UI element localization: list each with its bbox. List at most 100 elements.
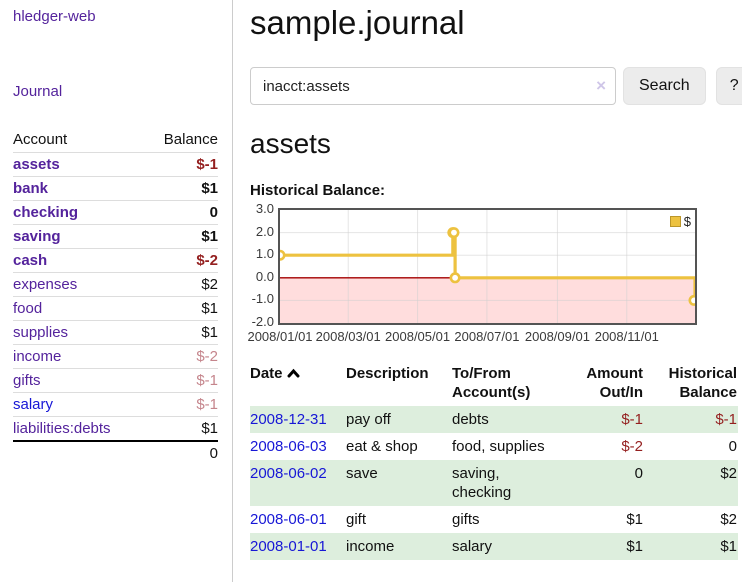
transaction-description: gift	[346, 511, 367, 528]
transaction-amount: $-2	[621, 438, 643, 455]
x-axis-tick-label: 2008/05/01	[385, 329, 451, 344]
accounts-header-balance: Balance	[144, 128, 218, 153]
account-row: cash $-2	[13, 248, 218, 273]
account-balance: $1	[144, 296, 218, 321]
search-form: × Search ?	[250, 67, 742, 105]
account-link-gifts[interactable]: gifts	[13, 372, 41, 389]
transaction-amount: 0	[634, 465, 643, 482]
chart-label: Historical Balance:	[250, 182, 386, 199]
register-table: Date Description To/From Account(s) Amou…	[250, 362, 738, 560]
search-input[interactable]	[250, 67, 616, 105]
account-row: assets $-1	[13, 153, 218, 177]
page-title: sample.journal	[250, 4, 465, 41]
transaction-description: eat & shop	[346, 438, 418, 455]
account-balance: $-2	[144, 344, 218, 369]
register-header-date[interactable]: Date	[250, 362, 346, 406]
accounts-total-value: 0	[144, 440, 218, 465]
account-balance: $-2	[144, 248, 218, 273]
register-header-accounts[interactable]: To/From Account(s)	[452, 365, 531, 401]
y-axis-tick-label: 2.0	[255, 223, 274, 239]
y-axis-tick-label: -1.0	[251, 291, 274, 307]
x-axis-tick-label: 2008/09/01	[524, 329, 590, 344]
x-axis-tick-label: 2008/11/01	[594, 329, 659, 344]
account-link-bank[interactable]: bank	[13, 180, 49, 197]
transaction-accounts: salary	[452, 538, 493, 555]
transaction-date-link[interactable]: 2008-01-01	[250, 538, 327, 555]
accounts-table: Account Balance assets $-1 bank $1 checking 0…	[13, 128, 218, 465]
transaction-amount: $-1	[621, 411, 643, 428]
y-axis-tick-label: 1.0	[255, 246, 274, 262]
register-header-description[interactable]: Description	[346, 365, 429, 382]
transaction-date-link[interactable]: 2008-06-02	[250, 465, 327, 482]
app-title-link[interactable]: hledger-web	[13, 8, 96, 25]
register-header-amount[interactable]: Amount Out/In	[586, 365, 643, 401]
account-row: supplies $1	[13, 320, 218, 345]
account-row: salary $-1	[13, 392, 218, 417]
account-balance: $1	[144, 320, 218, 345]
register-row: 2008-06-02 save saving, checking 0 $2	[250, 460, 738, 506]
account-link-income[interactable]: income	[13, 348, 62, 365]
x-axis-tick-label: 2008/07/01	[454, 329, 520, 344]
account-link-salary[interactable]: salary	[13, 396, 54, 413]
accounts-table-body: assets $-1 bank $1 checking 0 saving $1 cash $-2 e…	[13, 153, 218, 465]
transaction-balance: $1	[720, 538, 737, 555]
chevron-up-icon	[287, 365, 300, 384]
account-row: bank $1	[13, 176, 218, 201]
transaction-description: save	[346, 465, 378, 482]
sidebar: hledger-web Journal Account Balance asse…	[0, 0, 233, 582]
account-balance: $-1	[196, 156, 218, 173]
transaction-date-link[interactable]: 2008-06-03	[250, 438, 327, 455]
transaction-date-link[interactable]: 2008-12-31	[250, 411, 327, 428]
transaction-description: pay off	[346, 411, 391, 428]
transaction-date-link[interactable]: 2008-06-01	[250, 511, 327, 528]
register-row: 2008-06-01 gift gifts $1 $2	[250, 506, 738, 533]
search-button[interactable]: Search	[623, 67, 706, 105]
sidebar-item-journal[interactable]: Journal	[13, 83, 63, 100]
account-heading: assets	[250, 128, 331, 159]
account-row: saving $1	[13, 224, 218, 249]
transaction-accounts: saving, checking	[452, 465, 512, 501]
main-content: sample.journal × Search ? assets Histori…	[247, 0, 742, 560]
y-axis-tick-label: 0.0	[255, 268, 274, 284]
y-axis-tick-label: 3.0	[255, 201, 274, 216]
account-link-food[interactable]: food	[13, 300, 43, 317]
account-link-liabilities-debts[interactable]: liabilities:debts	[13, 420, 111, 437]
account-link-checking[interactable]: checking	[13, 204, 79, 221]
account-link-supplies[interactable]: supplies	[13, 324, 69, 341]
account-balance: $-1	[144, 392, 218, 417]
account-balance: $1	[144, 224, 218, 249]
balance-chart: 3.0 2.0 1.0 0.0 -1.0 -2.0 $ 2008/01/01 2008/03…	[247, 201, 742, 346]
account-row: income $-2	[13, 344, 218, 369]
account-row: food $1	[13, 296, 218, 321]
account-row: checking 0	[13, 200, 218, 225]
account-link-expenses[interactable]: expenses	[13, 276, 78, 293]
register-header-balance[interactable]: Historical Balance	[668, 365, 737, 401]
chart-plot-area: $	[278, 208, 697, 325]
x-axis-tick-label: 2008/03/01	[315, 329, 381, 344]
help-button[interactable]: ?	[715, 67, 742, 105]
account-balance: $1	[144, 176, 218, 201]
account-balance: $2	[144, 272, 218, 297]
accounts-total-row: 0	[13, 440, 218, 465]
account-link-assets[interactable]: assets	[13, 156, 60, 173]
transaction-balance: $-1	[715, 411, 737, 428]
register-table-body: 2008-12-31 pay off debts $-1 $-1 2008-06-03 ea…	[250, 406, 738, 560]
account-row: liabilities:debts $1	[13, 416, 218, 441]
register-row: 2008-01-01 income salary $1 $1	[250, 533, 738, 560]
transaction-description: income	[346, 538, 395, 555]
transaction-accounts: food, supplies	[452, 438, 545, 455]
account-balance: $1	[144, 416, 218, 441]
x-axis-tick-label: 2008/01/01	[247, 329, 313, 344]
account-row: expenses $2	[13, 272, 218, 297]
accounts-header-account: Account	[13, 128, 145, 153]
transaction-amount: $1	[626, 511, 643, 528]
clear-search-icon[interactable]: ×	[596, 76, 606, 95]
account-link-cash[interactable]: cash	[13, 252, 48, 269]
transaction-balance: $2	[720, 511, 737, 528]
account-link-saving[interactable]: saving	[13, 228, 61, 245]
transaction-accounts: debts	[452, 411, 489, 428]
legend-label: $	[683, 214, 691, 229]
y-axis-tick-label: -2.0	[251, 314, 274, 329]
register-row: 2008-06-03 eat & shop food, supplies $-2 0	[250, 433, 738, 460]
transaction-amount: $1	[626, 538, 643, 555]
